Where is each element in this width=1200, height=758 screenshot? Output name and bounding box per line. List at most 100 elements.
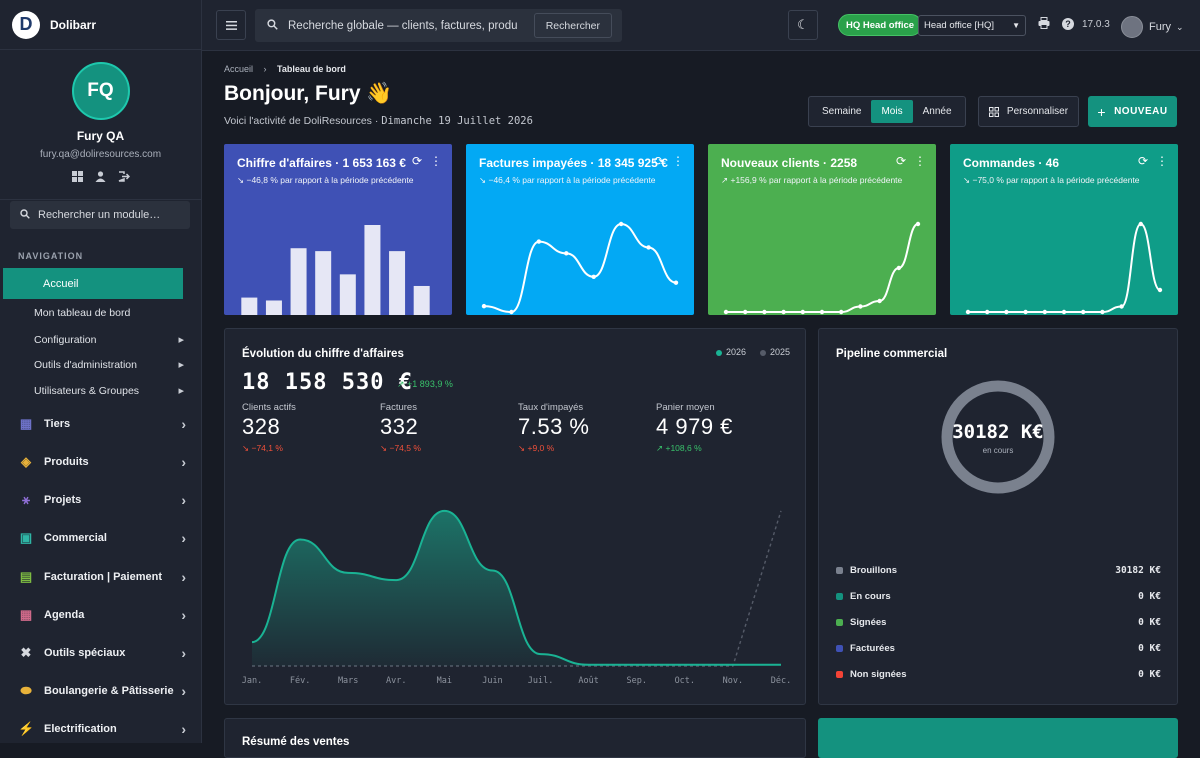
sidebar-item-mon-tableau-de-bord[interactable]: Mon tableau de bord [34,307,184,319]
x-tick-label: Juin [482,676,502,686]
menu-toggle-button[interactable] [216,10,246,40]
revenue-chart: Jan. Fév. Mars Avr. Mai Juin Juil. Août Sep. Oct.… [242,509,791,686]
user-icon[interactable] [95,170,106,185]
kpi-point [915,221,921,227]
legend-item-2025[interactable]: 2025 [759,347,790,357]
kpi-point [800,309,805,315]
stat-delta: ↘ +9,0 % [518,443,555,453]
dashboard-icon[interactable] [71,170,83,185]
legend-swatch [836,567,843,574]
series-2026-area [252,510,781,666]
search-button[interactable]: Rechercher [533,13,612,38]
pipeline-panel: Pipeline commercial 30182 K€ en cours Br… [818,328,1178,705]
kpi-bar [315,251,332,315]
sidebar-item-boulangerie-p-tisserie[interactable]: ⬬ Boulangerie & Pâtisserie › [18,683,186,699]
kpi-point [781,309,786,315]
version-label: 17.0.3 [1082,19,1110,30]
kpi-bar [364,225,381,315]
legend-item-2026[interactable]: 2026 [715,347,746,357]
pipeline-value: 0 K€ [1138,669,1161,680]
entity-badge[interactable]: HQ Head office [838,14,923,36]
stat-label: Factures [380,402,417,413]
x-tick-label: Déc. [771,675,791,686]
logo[interactable]: D [12,10,40,39]
print-icon[interactable] [1038,17,1050,32]
kpi-point [819,309,825,315]
kpi-card[interactable]: Factures impayées · 18 345 925 € ↘ −46,4 … [466,144,694,315]
module-search-input[interactable] [38,209,178,221]
sidebar-item-label: Mon tableau de bord [34,307,131,319]
kpi-bar [339,274,356,315]
chevron-right-icon: › [181,454,186,470]
module-search[interactable] [10,201,190,229]
kpi-card[interactable]: Commandes · 46 ↘ −75,0 % par rapport à la… [950,144,1178,315]
refresh-icon[interactable]: ⟳ [895,154,906,168]
avatar[interactable]: FQ [71,62,130,120]
page-subtitle: Voici l'activité de DoliResources · Dima… [224,115,533,127]
sidebar-item-commercial[interactable]: ▣ Commercial › [18,530,186,546]
sidebar-item-accueil[interactable]: Accueil [3,268,183,299]
kpi-card[interactable]: Chiffre d'affaires · 1 653 163 € ↘ −46,8 … [224,144,452,315]
user-menu[interactable]: Fury ⌄ [1121,16,1184,38]
new-button[interactable]: + NOUVEAU [1088,96,1177,127]
briefcase-icon: ▣ [19,530,33,545]
sidebar-item-outils-d-administration[interactable]: Outils d'administration ▸ [34,358,184,372]
sidebar-item-configuration[interactable]: Configuration ▸ [34,333,184,347]
user-actions [0,170,201,185]
refresh-icon[interactable]: ⟳ [1137,154,1148,168]
sidebar-item-produits[interactable]: ◈ Produits › [18,454,186,470]
sidebar-item-facturation-paiement[interactable]: ▤ Facturation | Paiement › [18,569,186,585]
customize-button[interactable]: Personnaliser [978,96,1079,127]
pipeline-row-factur-es: Facturées 0 K€ [836,643,1161,654]
pipeline-value: 0 K€ [1138,643,1161,654]
refresh-icon[interactable]: ⟳ [653,154,664,168]
tools-icon: ✖ [20,645,32,660]
breadcrumb-home[interactable]: Accueil [224,64,254,74]
kpi-delta: ↘ −46,4 % par rapport à la période précé… [479,175,656,185]
more-vertical-icon[interactable]: ⋮ [1156,154,1168,168]
search-icon [267,18,278,33]
period-mois[interactable]: Mois [871,100,913,123]
kpi-delta: ↘ −46,8 % par rapport à la période précé… [237,175,414,185]
logo-letter: D [19,14,33,34]
kpi-point [591,274,596,279]
chevron-right-icon: › [181,416,186,432]
pipeline-label: Signées [850,617,887,628]
logout-icon[interactable] [118,170,130,185]
global-search[interactable]: Rechercher [255,9,622,42]
more-vertical-icon[interactable]: ⋮ [430,154,442,168]
x-tick-label: Avr. [386,676,406,686]
more-vertical-icon[interactable]: ⋮ [672,154,684,168]
pipeline-label: En cours [850,591,891,602]
sidebar-item-outils-sp-ciaux[interactable]: ✖ Outils spéciaux › [18,645,186,661]
help-icon[interactable]: ? [1062,18,1074,30]
period-semaine[interactable]: Semaine [822,106,862,117]
brand[interactable]: D Dolibarr [0,0,201,50]
kpi-point [646,245,651,250]
kpi-point [1119,304,1124,309]
kpi-title: Commandes · 46 [963,156,1060,170]
sidebar-item-label: Agenda [44,609,85,621]
entity-select[interactable]: Head office [HQ] ▼ [918,15,1026,36]
donut-label: en cours [982,446,1014,455]
plus-icon: + [1097,103,1107,120]
legend-swatch [836,619,843,626]
sidebar-item-utilisateurs-groupes[interactable]: Utilisateurs & Groupes ▸ [34,384,184,398]
sidebar-item-tiers[interactable]: ▦ Tiers › [18,416,186,432]
kpi-point [1023,309,1028,315]
sidebar-item-label: Outils d'administration [34,358,137,371]
sidebar-item-electrification[interactable]: ⚡ Electrification › [18,721,186,737]
grid-icon [988,106,999,117]
sidebar-item-agenda[interactable]: ▦ Agenda › [18,607,186,623]
sidebar-item-projets[interactable]: ⚹ Projets › [18,492,186,508]
pipeline-row-sign-es: Signées 0 K€ [836,617,1161,628]
theme-toggle-button[interactable]: ☾ [788,10,818,40]
global-search-input[interactable] [288,19,518,32]
kpi-point [536,239,542,244]
kpi-card[interactable]: Nouveaux clients · 2258 ↗ +156,9 % par ra… [708,144,936,315]
refresh-icon[interactable]: ⟳ [411,154,422,168]
kpi-point [1157,287,1163,293]
period-année[interactable]: Année [922,106,952,117]
more-vertical-icon[interactable]: ⋮ [914,154,926,168]
kpi-line [483,222,677,314]
